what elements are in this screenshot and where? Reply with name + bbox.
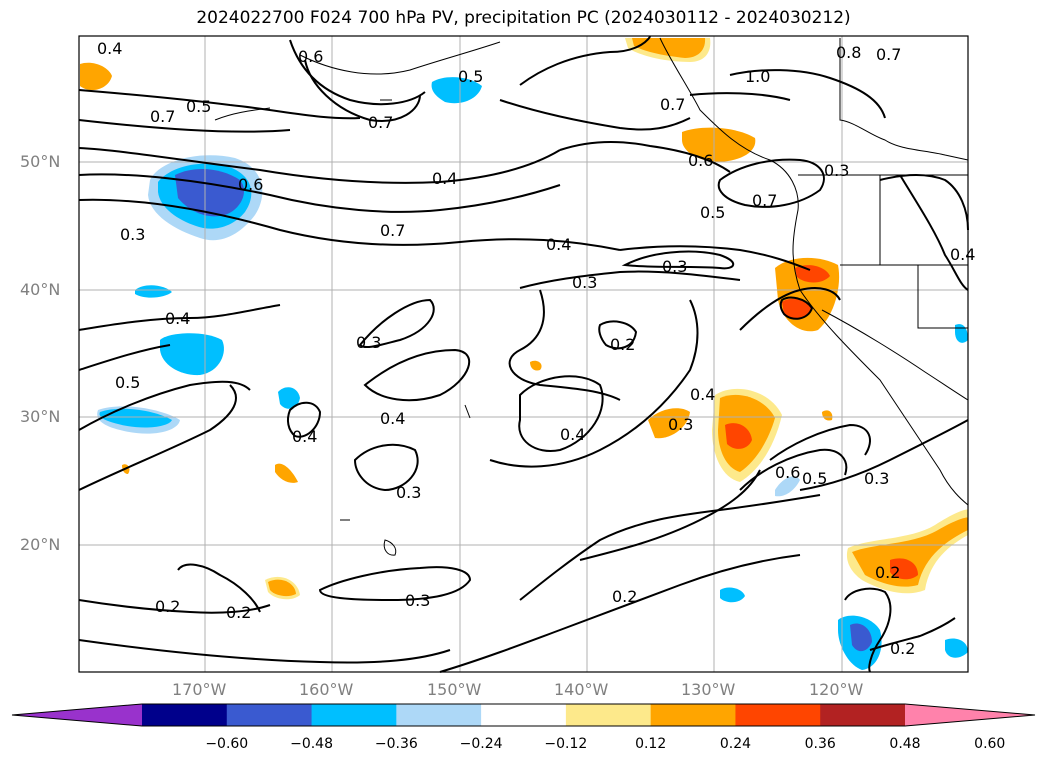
colorbar-segment [735, 704, 821, 726]
contour-label: 0.4 [546, 235, 571, 254]
contour-label: 0.2 [226, 603, 251, 622]
map-frame [78, 35, 969, 673]
colorbar-tick-label: 0.12 [635, 736, 667, 752]
contour-label: 0.8 [836, 43, 861, 62]
contour-label: 0.7 [368, 113, 393, 132]
contour-label: 0.4 [560, 425, 585, 444]
lat-label-30n: 30°N [20, 407, 61, 426]
contour-label: 0.6 [238, 175, 263, 194]
contour-label-group: 0.4 0.6 0.5 0.7 0.5 0.7 1.0 0.8 0.7 0.6 … [97, 39, 975, 658]
contour-label: 0.6 [298, 47, 323, 66]
colorbar-segment [650, 704, 736, 726]
lat-label-50n: 50°N [20, 152, 61, 171]
contour-label: 0.7 [150, 107, 175, 126]
contour-label: 0.3 [120, 225, 145, 244]
colorbar-segment [142, 704, 228, 726]
contour-label: 0.3 [668, 415, 693, 434]
contour-label: 0.4 [690, 385, 715, 404]
contour-label: 0.3 [824, 161, 849, 180]
colorbar-segment [820, 704, 906, 726]
contour-label: 0.3 [572, 273, 597, 292]
contour-label: 0.7 [752, 191, 777, 210]
contour-label: 0.2 [890, 639, 915, 658]
colorbar-tick-label: −0.48 [290, 736, 333, 752]
colorbar [11, 703, 1036, 727]
colorbar-extend-max [905, 704, 1035, 726]
contour-label: 0.2 [612, 587, 637, 606]
lon-label-120w: 120°W [809, 680, 864, 699]
contour-label: 0.5 [700, 203, 725, 222]
colorbar-tick-label: −0.60 [205, 736, 249, 752]
contour-label: 0.3 [405, 591, 430, 610]
colorbar-segment [226, 704, 313, 726]
colorbar-tick-label: 0.36 [804, 736, 836, 752]
lon-label-160w: 160°W [299, 680, 354, 699]
positive-precip-shading [80, 38, 968, 600]
lat-label-40n: 40°N [20, 280, 61, 299]
contour-label: 0.7 [380, 221, 405, 240]
contour-label: 0.3 [396, 483, 421, 502]
contour-label: 0.6 [688, 151, 713, 170]
coastlines [214, 37, 969, 556]
colorbar-extend-min [12, 704, 142, 726]
contour-label: 0.4 [380, 409, 405, 428]
colorbar-outline [11, 703, 1036, 727]
contour-label: 0.3 [662, 257, 687, 276]
contour-label: 0.7 [660, 95, 685, 114]
contour-label: 0.3 [864, 469, 889, 488]
lat-label-20n: 20°N [20, 535, 61, 554]
contour-label: 0.4 [432, 169, 457, 188]
colorbar-segment [481, 704, 567, 726]
contour-label: 0.5 [115, 373, 140, 392]
contour-label: 0.5 [458, 67, 483, 86]
contour-label: 0.4 [97, 39, 122, 58]
colorbar-tick-label: 0.24 [719, 736, 752, 752]
contour-label: 0.3 [356, 333, 381, 352]
colorbar-segment [396, 704, 482, 726]
colorbar-tick-label: −0.24 [459, 736, 503, 752]
contour-label: 0.7 [876, 45, 901, 64]
contour-label: 0.5 [186, 97, 211, 116]
contour-label: 1.0 [745, 67, 770, 86]
pv-contours [78, 35, 969, 673]
contour-label: 0.6 [775, 463, 800, 482]
map-title: 2024022700 F024 700 hPa PV, precipitatio… [196, 8, 851, 28]
colorbar-tick-label: −0.36 [374, 736, 418, 752]
contour-label: 0.2 [610, 335, 635, 354]
colorbar-tick-label: 0.48 [889, 736, 921, 752]
contour-label: 0.2 [875, 563, 900, 582]
colorbar-segment [565, 704, 652, 726]
lon-label-140w: 140°W [554, 680, 609, 699]
colorbar-tick-label: −0.12 [544, 736, 588, 752]
contour-label: 0.2 [155, 597, 180, 616]
contour-label: 0.5 [802, 469, 827, 488]
contour-label: 0.4 [292, 427, 317, 446]
contour-label: 0.4 [165, 309, 190, 328]
lon-label-130w: 130°W [681, 680, 736, 699]
contour-label: 0.4 [950, 245, 975, 264]
colorbar-segment [311, 704, 397, 726]
lon-label-170w: 170°W [172, 680, 227, 699]
lon-label-150w: 150°W [427, 680, 482, 699]
colorbar-tick-label: 0.60 [974, 736, 1006, 752]
